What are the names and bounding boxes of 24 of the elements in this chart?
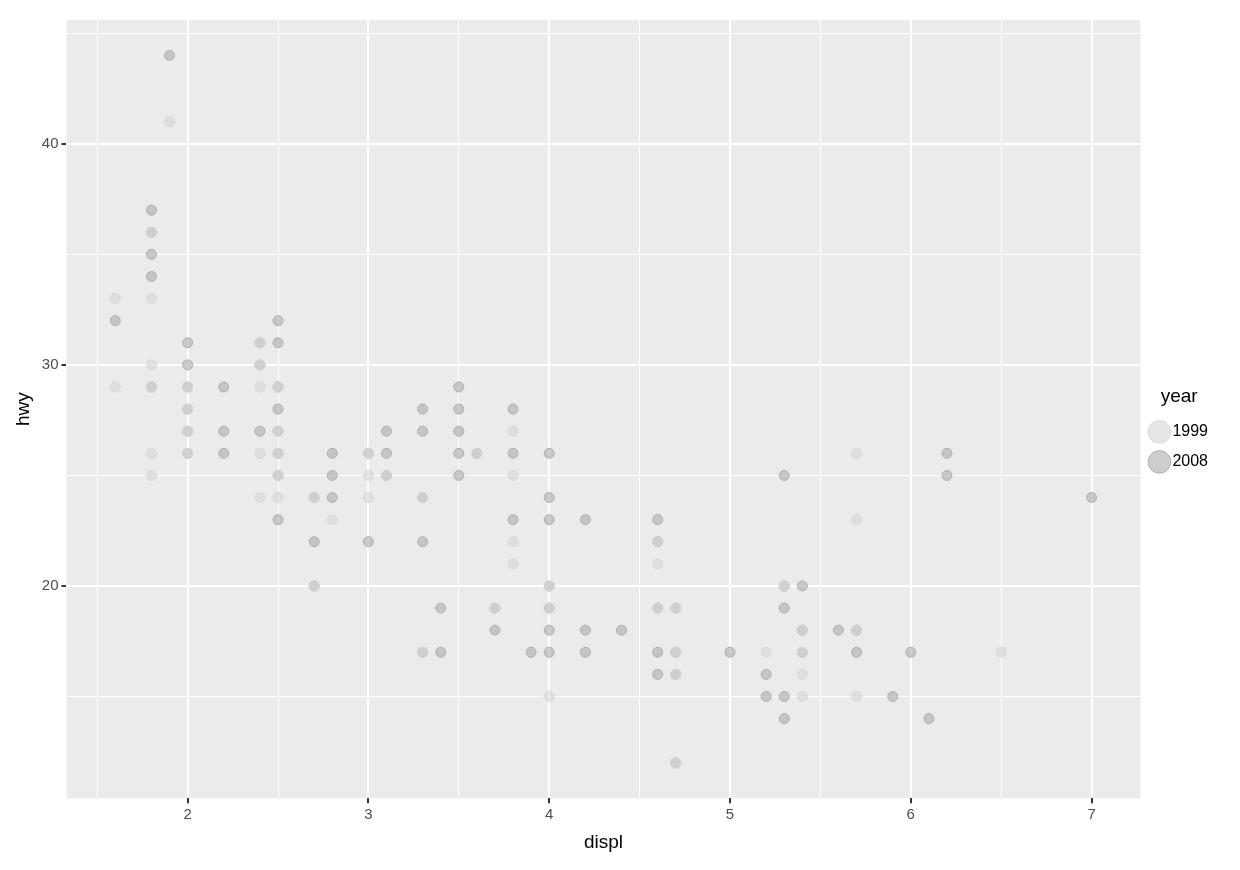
point [145, 359, 157, 371]
point [995, 646, 1007, 658]
y-tick-label: 30 [41, 355, 59, 373]
y-axis-title: hwy [11, 391, 33, 426]
x-axis-title: displ [583, 830, 623, 852]
y-tick-label: 40 [41, 133, 59, 151]
x-tick-label: 3 [364, 805, 373, 823]
x-tick-label: 4 [545, 805, 554, 823]
x-tick-label: 5 [725, 805, 735, 823]
point [543, 691, 555, 702]
point [507, 469, 519, 481]
x-tick-label: 7 [1087, 805, 1096, 823]
y-tick-label: 20 [41, 576, 59, 594]
point [272, 492, 284, 504]
point [851, 691, 863, 702]
legend-label: 2008 [1172, 452, 1209, 470]
point [796, 691, 808, 702]
x-tick-label: 6 [906, 805, 915, 823]
point [362, 492, 374, 504]
legend-title: year [1160, 384, 1199, 406]
point [145, 469, 157, 481]
x-tick-label: 2 [183, 805, 192, 823]
point [362, 469, 374, 481]
legend-label: 1999 [1172, 422, 1209, 440]
